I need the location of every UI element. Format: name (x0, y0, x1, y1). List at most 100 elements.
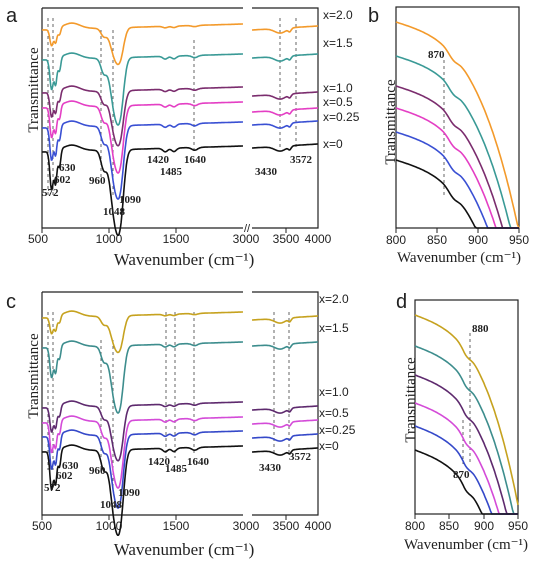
panel-a-peak-label: 1420 (147, 154, 170, 166)
panel-c-series-label: x=0.5 (319, 406, 349, 420)
panel-b-peak-label: 870 (428, 49, 445, 61)
panel-c-letter: c (6, 291, 16, 313)
panel-b: b Transmittance Wavenumber (cm⁻¹) 800 85… (368, 5, 529, 266)
panel-c-xtick: 500 (32, 519, 52, 533)
panel-a-peak-label: 602 (54, 174, 71, 186)
panel-c-series-group (41, 310, 319, 536)
spectrum-line-x10 (414, 374, 518, 515)
spectrum-line-left-x025 (41, 429, 244, 509)
panel-d-xtick: 950 (508, 519, 528, 533)
panel-b-ylabel: Transmittance (383, 79, 399, 165)
panel-a-xtick: 4000 (305, 232, 332, 246)
panel-a-xtick: 500 (28, 232, 48, 246)
panel-a-xtick: 3000 (233, 232, 260, 246)
panel-a-peak-label: 3572 (290, 154, 313, 166)
panel-c-peak-label: 1420 (148, 456, 171, 468)
panel-a: a Transmittance Wavenumber (cm⁻¹) // 500… (6, 5, 360, 269)
spectrum-line-x20 (414, 314, 519, 506)
panel-c-series-label: x=0 (319, 439, 339, 453)
spectrum-line-right-x05 (251, 107, 319, 116)
panel-d-peak-label: 880 (472, 323, 489, 335)
spectrum-line-right-x05 (251, 419, 319, 428)
panel-a-series-label: x=0.5 (323, 95, 353, 109)
spectrum-line-right-x20 (251, 25, 319, 34)
panel-a-peak-label: 1640 (184, 154, 207, 166)
panel-a-xtick: 1500 (163, 232, 190, 246)
panel-a-peak-label: 572 (42, 187, 59, 199)
panel-a-series-label: x=0 (323, 137, 343, 151)
panel-b-xtick: 850 (427, 233, 447, 247)
panel-c-peak-label: 1640 (187, 456, 210, 468)
panel-a-axis-break: // (244, 223, 251, 235)
panel-d-xtick: 800 (405, 519, 425, 533)
panel-c-xtick: 3000 (233, 519, 260, 533)
spectrum-line-x20 (395, 21, 520, 229)
spectrum-line-left-x0 (41, 144, 244, 236)
spectrum-line-x0 (395, 159, 519, 229)
spectrum-line-right-x0 (251, 447, 319, 456)
panel-c-peak-label: 572 (44, 482, 61, 494)
panel-c-series-label: x=0.25 (319, 423, 356, 437)
panel-a-peak-label: 960 (89, 175, 106, 187)
panel-a-series-label: x=2.0 (323, 8, 353, 22)
panel-a-left-frame (41, 8, 243, 229)
panel-a-peak-label: 630 (59, 162, 76, 174)
panel-d-xlabel: Wavenumber (cm⁻¹) (404, 537, 528, 553)
panel-c-peak-label: 3572 (289, 451, 312, 463)
panel-c-right-frame (252, 291, 319, 516)
panel-c-ylabel: Transmittance (26, 333, 42, 419)
panel-c-xtick: 1000 (96, 519, 123, 533)
panel-b-xlabel: Wavenumber (cm⁻¹) (397, 250, 521, 266)
panel-a-right-frame (252, 7, 319, 229)
panel-b-series-group (395, 21, 520, 229)
spectrum-line-x15 (414, 345, 518, 515)
panel-c-xtick: 3500 (273, 519, 300, 533)
spectrum-line-right-x10 (251, 91, 319, 100)
panel-b-xtick: 800 (386, 233, 406, 247)
panel-a-letter: a (6, 5, 18, 27)
panel-c-xtick: 1500 (163, 519, 190, 533)
panel-c-xlabel: Wavenumber (cm⁻¹) (114, 540, 255, 559)
panel-c-peak-label: 630 (62, 460, 79, 472)
spectrum-line-left-x10 (41, 85, 244, 147)
spectrum-line-left-x0 (41, 444, 244, 536)
panel-d-ylabel: Transmittance (403, 357, 419, 443)
panel-b-xtick: 900 (468, 233, 488, 247)
panel-c-peak-label: 602 (56, 470, 73, 482)
panel-c-series-label: x=1.5 (319, 321, 349, 335)
spectrum-line-x0 (414, 449, 518, 515)
panel-c-peak-label: 1485 (165, 463, 188, 475)
panel-a-xtick: 3500 (273, 232, 300, 246)
spectrum-line-right-x15 (251, 341, 319, 350)
spectrum-line-left-x20 (41, 22, 244, 66)
spectrum-line-right-x15 (251, 53, 319, 62)
spectrum-line-left-x15 (41, 52, 244, 126)
panel-a-xlabel: Wavenumber (cm⁻¹) (114, 250, 255, 269)
spectrum-line-left-x10 (41, 400, 244, 462)
panel-c-xtick: 4000 (305, 519, 332, 533)
panel-c-peak-label: 1090 (118, 487, 141, 499)
panel-c: c Transmittance Wavenumber (cm⁻¹) 500 10… (6, 291, 356, 559)
panel-b-letter: b (368, 5, 379, 27)
spectrum-line-left-x15 (41, 340, 244, 414)
panel-c-series-label: x=2.0 (319, 292, 349, 306)
spectrum-line-left-x05 (41, 415, 244, 489)
panel-d: d Transmittance Wavenumber (cm⁻¹) 800 85… (396, 291, 528, 553)
panel-a-series-label: x=1.0 (323, 81, 353, 95)
panel-c-peak-label: 3430 (259, 462, 282, 474)
panel-d-frame (414, 299, 519, 515)
panel-a-peak-label: 3430 (255, 166, 278, 178)
spectrum-line-left-x025 (41, 120, 244, 200)
panel-d-xtick: 850 (439, 519, 459, 533)
spectrum-line-right-x0 (251, 143, 319, 152)
panel-d-letter: d (396, 291, 407, 313)
panel-a-peak-label: 1048 (103, 206, 126, 218)
panel-a-xtick: 1000 (96, 232, 123, 246)
spectrum-line-x05 (395, 107, 519, 229)
panel-b-xtick: 950 (509, 233, 529, 247)
spectrum-line-left-x05 (41, 100, 244, 174)
panel-d-series-group (414, 314, 519, 515)
spectrum-line-right-x025 (251, 120, 319, 129)
panel-a-ylabel: Transmittance (26, 47, 42, 133)
